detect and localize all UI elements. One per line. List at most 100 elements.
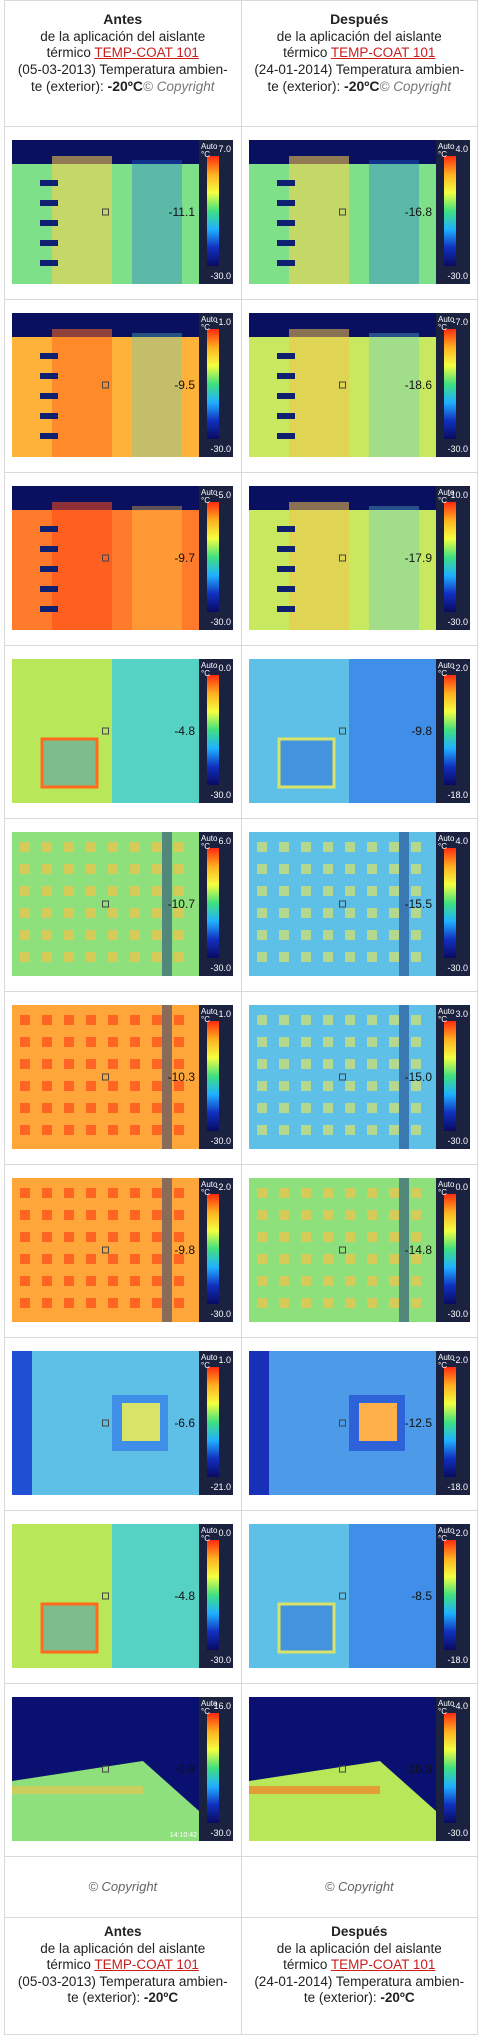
thermal-image: Auto°C -2.0 -30.0 -9.8 (12, 1178, 234, 1322)
brand-link[interactable]: TEMP-COAT 101 (94, 45, 199, 60)
thermal-image: Auto°C 0.0 -30.0 -14.8 (248, 1178, 470, 1322)
spot-temperature: -10.3 (168, 1070, 196, 1084)
svg-text:°C: °C (201, 1534, 210, 1543)
thermal-image: Auto°C-10.0 -30.0 -17.9 (248, 486, 470, 630)
svg-text:°C: °C (438, 1015, 447, 1024)
scale-unit-label: Auto (438, 142, 455, 151)
thermal-cell-left: Auto °C -1.0 -30.0 -9.5 (4, 299, 242, 473)
scale-max-value: 0.0 (219, 1528, 232, 1538)
footer-right-line4: te (exterior): (303, 1990, 381, 2005)
scale-unit-label: Auto (201, 488, 218, 497)
scale-unit-label: Auto (201, 142, 218, 151)
scale-min-value: -30.0 (211, 617, 232, 627)
thermal-frame: Auto °C -7.0 -30.0 -18.6 (248, 313, 470, 457)
thermal-cell-right: Auto °C 4.0 -30.0 -16.8 (240, 126, 478, 300)
scale-max-value: -2.0 (452, 1528, 468, 1538)
thermal-frame: Auto °C 6.0 -30.0 -10.7 (12, 832, 234, 976)
thermal-cell-left: Auto °C 7.0 -30.0 -11.1 (4, 126, 242, 300)
scale-unit-label: Auto (438, 488, 455, 497)
svg-text:°C: °C (201, 842, 210, 851)
scale-min-value: -30.0 (211, 1309, 232, 1319)
scale-min-value: -30.0 (211, 1136, 232, 1146)
scale-max-value: -7.0 (452, 317, 468, 327)
thermal-image: Auto°C 16.0 -30.0 -0.9 14:10:42 (12, 1697, 234, 1841)
spot-temperature: -11.1 (169, 205, 196, 219)
scale-min-value: -30.0 (447, 963, 468, 973)
scale-unit-label: Auto (201, 1007, 218, 1016)
thermal-cell-right: Auto °C 4.0 -30.0 -15.5 (240, 818, 478, 992)
footer-right-line1: de la aplicación del aislante (276, 1940, 442, 1956)
thermal-image: Auto°C -2.0 -18.0 -8.5 (248, 1524, 470, 1668)
svg-text:°C: °C (201, 1015, 210, 1024)
scale-min-value: -18.0 (447, 1482, 468, 1492)
footer-right-copyright: © Copyright (240, 1856, 478, 1918)
thermal-cell-right: Auto °C 0.0 -30.0 -14.8 (240, 1164, 478, 1338)
scale-min-value: -30.0 (211, 1655, 232, 1665)
thermal-frame: Auto °C -2.0 -18.0 -12.5 (248, 1351, 470, 1495)
scale-unit-label: Auto (438, 1007, 455, 1016)
svg-text:°C: °C (201, 323, 210, 332)
scale-min-value: -30.0 (211, 271, 232, 281)
thermal-cell-left: Auto °C 6.0 -30.0 -10.7 (4, 818, 242, 992)
thermal-frame: Auto °C -1.0 -30.0 -10.3 (12, 1005, 234, 1149)
image-row: Auto °C 7.0 -30.0 -11.1 Auto °C 4.0 -30.0 -16.8 (4, 126, 478, 300)
spot-temperature: -9.7 (175, 551, 196, 565)
thermal-cell-left: Auto °C 1.0 -21.0 -6.6 (4, 1337, 242, 1511)
thermal-image: Auto°C 1.0 -21.0 -6.6 (12, 1351, 234, 1495)
header-right-line2: térmico (283, 45, 331, 60)
thermal-image: Auto°C 0.0 -30.0 -4.8 (12, 659, 234, 803)
thermal-cell-right: Auto °C 3.0 -30.0 -15.0 (240, 991, 478, 1165)
spot-temperature: -10.3 (404, 1762, 432, 1776)
image-row: Auto °C 16.0 -30.0 -0.9 14:10:42 Auto °C -4.0 -30… (4, 1683, 478, 1857)
svg-text:°C: °C (438, 1188, 447, 1197)
brand-link[interactable]: TEMP-COAT 101 (330, 45, 436, 60)
thermal-frame: Auto °C 0.0 -30.0 -4.8 (12, 1524, 234, 1668)
spot-temperature: -8.5 (411, 1589, 432, 1603)
svg-text:°C: °C (201, 1707, 210, 1716)
thermal-image: Auto°C 4.0 -30.0 -15.5 (248, 832, 470, 976)
thermal-frame: Auto °C 3.0 -30.0 -15.0 (248, 1005, 470, 1149)
image-row: Auto °C -1.0 -30.0 -10.3 Auto °C 3.0 -30.0 -15.0 (4, 991, 478, 1165)
timestamp: 14:10:42 (170, 1832, 197, 1839)
scale-min-value: -30.0 (211, 1828, 232, 1838)
spot-temperature: -0.9 (175, 1762, 196, 1776)
thermal-image: Auto°C -7.0 -30.0 -18.6 (248, 313, 470, 457)
thermal-cell-left: Auto °C 16.0 -30.0 -0.9 14:10:42 (4, 1683, 242, 1857)
header-left-line4: te (exterior): (31, 79, 108, 94)
thermal-image: Auto°C -5.0 -30.0 -9.7 (12, 486, 234, 630)
header-right-temp: -20ºC (344, 78, 380, 94)
header-left-title: Antes (103, 11, 143, 27)
scale-max-value: 4.0 (455, 836, 468, 846)
scale-unit-label: Auto (201, 834, 218, 843)
scale-max-value: 4.0 (455, 144, 468, 154)
scale-min-value: -30.0 (447, 444, 468, 454)
svg-text:°C: °C (201, 1361, 210, 1370)
svg-text:°C: °C (438, 150, 447, 159)
spot-temperature: -12.5 (404, 1416, 432, 1430)
scale-unit-label: Auto (438, 834, 455, 843)
brand-link[interactable]: TEMP-COAT 101 (94, 1957, 199, 1972)
spot-temperature: -14.8 (404, 1243, 432, 1257)
scale-unit-label: Auto (201, 661, 218, 670)
footer-left-copyright: © Copyright (4, 1856, 242, 1918)
image-row: Auto °C 1.0 -21.0 -6.6 Auto °C -2.0 -18.0 -12.5 (4, 1337, 478, 1511)
scale-max-value: 7.0 (219, 144, 232, 154)
thermal-image: Auto°C -2.0 -18.0 -9.8 (248, 659, 470, 803)
header-right-copyright: © Copyright (379, 79, 451, 94)
thermal-frame: Auto °C 0.0 -30.0 -14.8 (248, 1178, 470, 1322)
thermal-frame: Auto °C 0.0 -30.0 -4.8 (12, 659, 234, 803)
svg-text:°C: °C (201, 150, 210, 159)
header-left: Antes de la aplicación del aislante térm… (4, 0, 242, 127)
brand-link[interactable]: TEMP-COAT 101 (330, 1957, 436, 1972)
thermal-cell-right: Auto °C -2.0 -18.0 -9.8 (240, 645, 478, 819)
image-row: Auto °C 0.0 -30.0 -4.8 Auto °C -2.0 -18.0 -8.5 (4, 1510, 478, 1684)
scale-min-value: -30.0 (447, 1309, 468, 1319)
thermal-image: Auto°C 3.0 -30.0 -15.0 (248, 1005, 470, 1149)
thermal-frame: Auto °C -10.0 -30.0 -17.9 (248, 486, 470, 630)
scale-min-value: -30.0 (447, 617, 468, 627)
footer-right-title: Después (331, 1924, 388, 1939)
svg-text:°C: °C (438, 323, 447, 332)
spot-temperature: -9.5 (175, 378, 196, 392)
thermal-frame: Auto °C -1.0 -30.0 -9.5 (12, 313, 234, 457)
spot-temperature: -4.8 (175, 1589, 196, 1603)
